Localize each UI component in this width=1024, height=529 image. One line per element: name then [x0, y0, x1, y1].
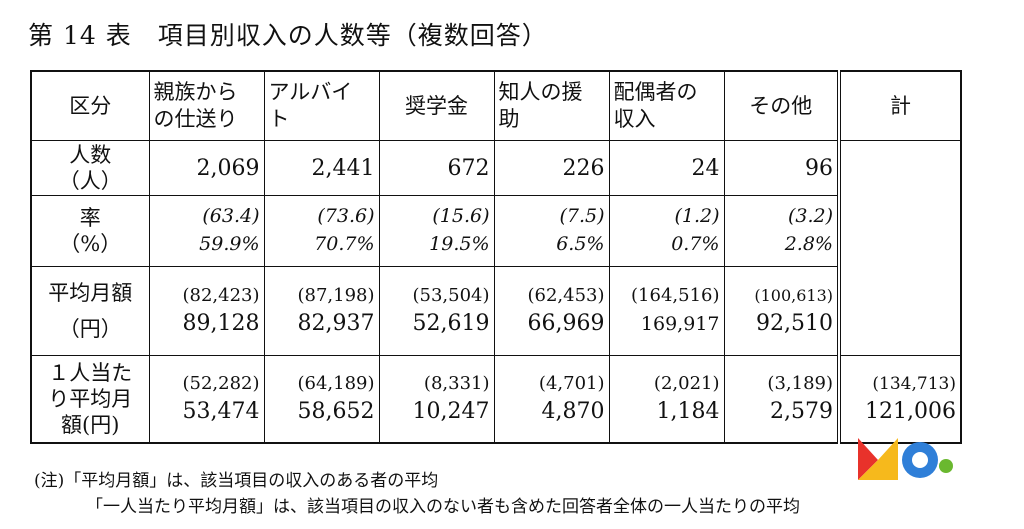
page-title: 第 14 表 項目別収入の人数等（複数回答） [28, 21, 548, 50]
cell-average: (53,504) 52,619 [378, 266, 495, 356]
table-row-rate: 率（%） (63.4) 59.9% (73.6) 70.7% (15.6) 19.5%… [30, 195, 961, 267]
table-row-average: 平均月額 （円） (82,423) 89,128 (87,198) 82,937 (5… [30, 266, 961, 356]
header-acquaintance: 知人の援助 [493, 70, 610, 141]
logo-red-shape [858, 438, 878, 480]
cell-average: (100,613) 92,510 [723, 266, 840, 356]
cell-rate: (3.2) 2.8% [723, 195, 840, 267]
cell-per-capita: (2,021) 1,184 [608, 355, 725, 444]
table-row-per-capita: １人当た り平均月 額(円) (52,282) 53,474 (64,189) 58,6… [30, 355, 962, 444]
cell-count: 2,069 [148, 140, 265, 196]
cell-per-capita: (3,189) 2,579 [723, 355, 840, 444]
cell-average: (164,516) 169,917 [608, 266, 725, 356]
header-part-time: アルバイト [263, 70, 380, 141]
row-label-per-capita: １人当た り平均月 額(円) [30, 355, 150, 444]
header-family-support: 親族から の仕送り [148, 70, 265, 141]
row-label-rate: 率（%） [30, 195, 150, 267]
cell-count: 672 [378, 140, 495, 196]
header-category: 区分 [30, 70, 150, 141]
cell-rate: (63.4) 59.9% [148, 195, 265, 267]
cell-count: 226 [493, 140, 610, 196]
cell-rate: (15.6) 19.5% [378, 195, 495, 267]
cell-total-blank [837, 140, 962, 356]
row-label-average: 平均月額 （円） [30, 266, 150, 356]
table-row-count: 人数 （人） 2,069 2,441 672 226 24 96 [30, 140, 962, 356]
logo-yellow-shape [858, 438, 898, 480]
cell-count: 24 [608, 140, 725, 196]
logo-green-shape [939, 459, 953, 473]
note-line-2: 「一人当たり平均月額」は、該当項目の収入のない者も含めた回答者全体の一人当たりの… [86, 497, 800, 517]
cell-per-capita: (8,331) 10,247 [378, 355, 495, 444]
row-label-count: 人数 （人） [30, 140, 150, 196]
note-line-1: (注)「平均月額」は、該当項目の収入のある者の平均 [34, 471, 439, 491]
cell-rate: (7.5) 6.5% [493, 195, 610, 267]
cell-average: (82,423) 89,128 [148, 266, 265, 356]
cell-per-capita: (52,282) 53,474 [148, 355, 265, 444]
header-spouse: 配偶者の 収入 [608, 70, 725, 141]
cell-average: (87,198) 82,937 [263, 266, 380, 356]
header-total: 計 [837, 70, 962, 141]
income-table: 区分 親族から の仕送り アルバイト 奨学金 知人の援助 配偶者の 収入 その他 計… [30, 70, 962, 444]
cell-rate: (73.6) 70.7% [263, 195, 380, 267]
notes: (注)「平均月額」は、該当項目の収入のある者の平均 「一人当たり平均月額」は、該… [34, 468, 800, 520]
header-scholarship: 奨学金 [378, 70, 495, 141]
cell-count: 2,441 [263, 140, 380, 196]
watermark-logo-icon [858, 438, 953, 480]
cell-per-capita: (4,701) 4,870 [493, 355, 610, 444]
header-other: その他 [723, 70, 840, 141]
cell-per-capita-total: (134,713) 121,006 [837, 355, 962, 444]
cell-average: (62,453) 66,969 [493, 266, 610, 356]
header-row: 区分 親族から の仕送り アルバイト 奨学金 知人の援助 配偶者の 収入 その他 計 [30, 70, 962, 141]
cell-per-capita: (64,189) 58,652 [263, 355, 380, 444]
cell-count: 96 [723, 140, 840, 196]
cell-rate: (1.2) 0.7% [608, 195, 725, 267]
